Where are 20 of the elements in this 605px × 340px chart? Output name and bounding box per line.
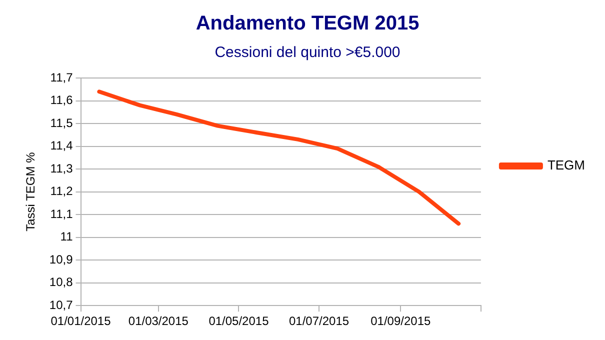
chart-title: Andamento TEGM 2015 xyxy=(196,12,420,35)
y-tick-label: 11,1 xyxy=(50,206,74,221)
y-tick-label: 11,2 xyxy=(50,184,74,198)
y-tick-label: 11,3 xyxy=(50,161,74,176)
y-tick-label: 11,6 xyxy=(50,93,74,108)
y-tick-label: 10,7 xyxy=(49,298,74,312)
legend-label: TEGM xyxy=(547,158,586,173)
x-tick-label: 01/09/2015 xyxy=(370,314,431,328)
y-axis-title: Tassi TEGM % xyxy=(24,152,38,232)
y-tick-label: 11,5 xyxy=(50,116,74,130)
y-tick-label: 10,9 xyxy=(49,252,74,266)
x-tick-label: 01/07/2015 xyxy=(288,314,350,328)
y-tick-label: 11 xyxy=(60,230,74,244)
x-tick-label: 01/05/2015 xyxy=(208,314,270,328)
x-tick-label: 01/03/2015 xyxy=(128,314,189,328)
chart-subtitle: Cessioni del quinto >€5.000 xyxy=(214,44,400,62)
y-tick-label: 10,8 xyxy=(49,275,74,290)
y-tick-label: 11,4 xyxy=(50,138,74,153)
x-tick-label: 01/01/2015 xyxy=(50,314,112,328)
y-tick-label: 11,7 xyxy=(50,70,74,84)
